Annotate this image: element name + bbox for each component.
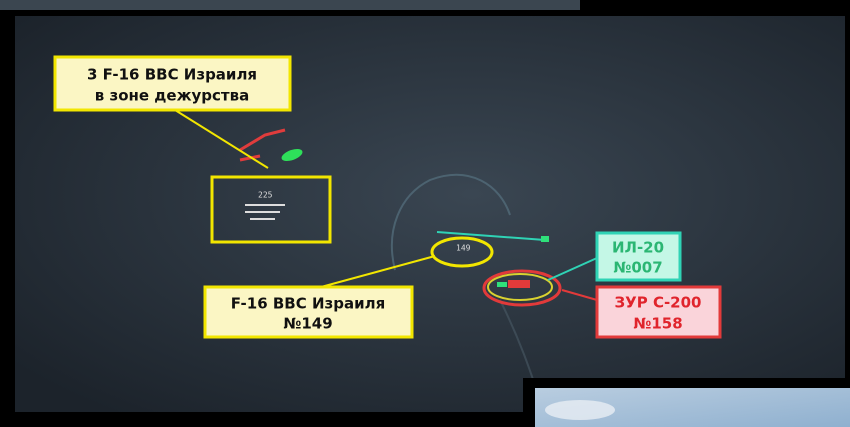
label-text: 3 F-16 ВВС Израиля (87, 66, 257, 84)
top-strip (0, 0, 580, 10)
radar-code: 149 (456, 244, 471, 253)
cloud (545, 400, 615, 420)
label-text: ЗУР С-200 (615, 294, 702, 312)
label-text: №158 (633, 315, 682, 333)
label-text: ИЛ-20 (612, 239, 664, 257)
il20-blip (541, 236, 549, 242)
s200-blip (508, 280, 530, 288)
label-text: F-16 ВВС Израиля (231, 295, 385, 313)
label-text: №149 (283, 315, 332, 333)
label-text: №007 (613, 259, 662, 277)
screenshot: 225 3 F-16 ВВС Израиля в зоне дежурства … (0, 0, 850, 427)
label-text: в зоне дежурства (95, 87, 249, 105)
il20-blip (497, 282, 507, 287)
radar-code: 225 (258, 191, 273, 200)
